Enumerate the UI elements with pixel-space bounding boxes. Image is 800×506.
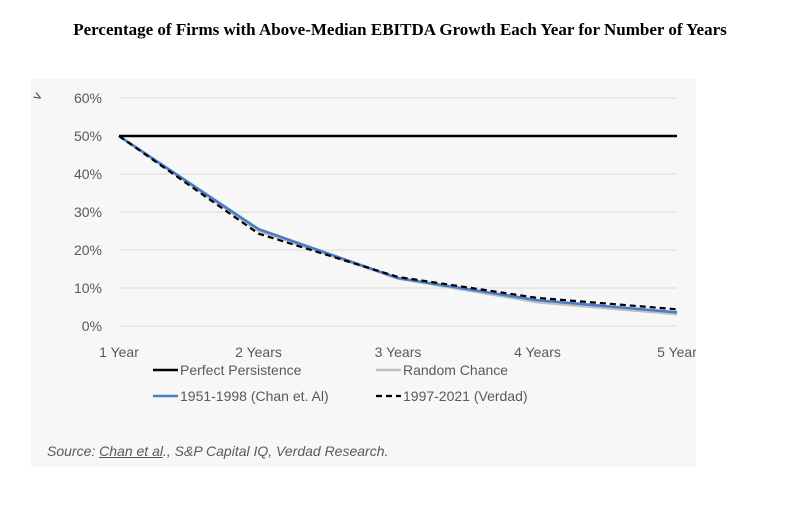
legend-label-1997-2021-verdad: 1997-2021 (Verdad) <box>403 388 528 404</box>
chart-title: Percentage of Firms with Above-Median EB… <box>73 20 727 39</box>
series-line-1997-2021-verdad <box>118 135 678 311</box>
y-tick-label: 30% <box>74 204 102 220</box>
series-line-1951-1998-chan-et-al <box>118 134 678 314</box>
series-lines <box>118 134 678 316</box>
corner-mark: v <box>31 89 45 103</box>
source-note: Source: Chan et al., S&P Capital IQ, Ver… <box>47 443 388 459</box>
y-tick-label: 60% <box>74 90 102 106</box>
chart-panel: 0% 10% 20% 30% 40% 50% 60% 1 Year 2 Years 3 Year… <box>31 79 696 467</box>
gridlines <box>119 97 677 327</box>
y-tick-label: 20% <box>74 242 102 258</box>
x-tick-label: 1 Year <box>99 344 139 360</box>
y-tick-label: 0% <box>82 318 102 334</box>
y-tick-label: 50% <box>74 128 102 144</box>
x-tick-label: 2 Years <box>235 344 282 360</box>
plot-area: 0% 10% 20% 30% 40% 50% 60% 1 Year 2 Years 3 Year… <box>31 89 696 404</box>
x-tick-label: 4 Years <box>514 344 561 360</box>
legend-label-perfect-persistence: Perfect Persistence <box>180 362 302 378</box>
x-tick-label: 5 Year <box>657 344 696 360</box>
y-tick-label: 10% <box>74 280 102 296</box>
source-prefix: Source: <box>47 443 100 459</box>
y-axis-ticks: 0% 10% 20% 30% 40% 50% 60% <box>74 90 102 334</box>
x-axis-ticks: 1 Year 2 Years 3 Years 4 Years 5 Year <box>99 344 696 360</box>
legend-label-random-chance: Random Chance <box>403 362 508 378</box>
y-tick-label: 40% <box>74 166 102 182</box>
source-rest: ., S&P Capital IQ, Verdad Research. <box>162 443 389 459</box>
x-tick-label: 3 Years <box>375 344 422 360</box>
series-line-random-chance <box>118 134 678 316</box>
legend: Perfect Persistence Random Chance 1951-199… <box>153 362 528 404</box>
source-link[interactable]: Chan et al <box>99 443 163 459</box>
legend-label-1951-1998-chan-et-al: 1951-1998 (Chan et. Al) <box>180 388 329 404</box>
